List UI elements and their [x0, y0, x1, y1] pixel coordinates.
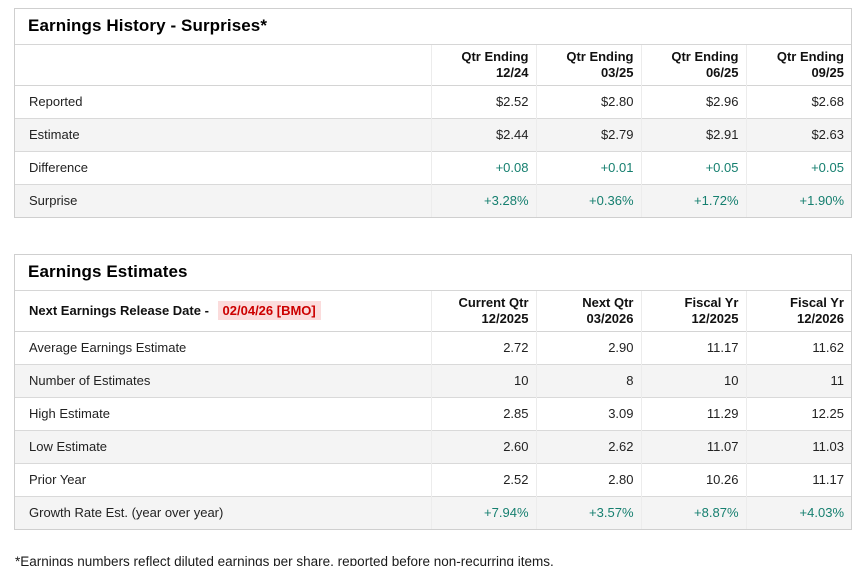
cell-value: 11.17	[745, 463, 851, 497]
column-header-line2: 12/2026	[797, 311, 844, 326]
column-header-line1: Qtr Ending	[566, 49, 634, 64]
release-date-label: Next Earnings Release Date -	[29, 303, 213, 318]
row-label: Difference	[29, 160, 89, 175]
estimates-column-header: Current Qtr 12/2025	[430, 291, 536, 332]
cell-value: 12.25	[745, 397, 851, 431]
cell-value: $2.52	[430, 85, 536, 119]
table-row-prior-year: Prior Year 2.52 2.80 10.26 11.17	[15, 463, 851, 497]
cell-value: 10	[640, 364, 746, 398]
cell-value: 2.62	[535, 430, 641, 464]
column-header-line2: 09/25	[811, 65, 844, 80]
column-header-line2: 12/24	[495, 65, 529, 80]
cell-value: 2.72	[430, 331, 536, 365]
cell-value: 11.62	[745, 331, 851, 365]
table-row-average-estimate: Average Earnings Estimate 2.72 2.90 11.1…	[15, 331, 851, 365]
row-label: Average Earnings Estimate	[29, 340, 187, 355]
cell-value: +0.01	[535, 151, 641, 185]
cell-value: 11.03	[745, 430, 851, 464]
cell-value: $2.80	[535, 85, 641, 119]
history-column-header: Qtr Ending 06/25	[640, 45, 746, 86]
row-label: Estimate	[29, 127, 80, 142]
column-header-line1: Next Qtr	[582, 295, 634, 310]
row-label: Prior Year	[29, 472, 87, 487]
cell-value: +3.57%	[535, 496, 641, 529]
table-row-surprise: Surprise +3.28% +0.36% +1.72% +1.90%	[15, 184, 851, 217]
cell-value: 2.52	[430, 463, 536, 497]
column-header-line1: Fiscal Yr	[790, 295, 844, 310]
cell-value: 10	[430, 364, 536, 398]
history-column-header: Qtr Ending 12/24	[430, 45, 536, 86]
cell-value: +3.28%	[430, 184, 536, 217]
cell-value: 8	[535, 364, 641, 398]
cell-value: 3.09	[535, 397, 641, 431]
cell-value: 11.29	[640, 397, 746, 431]
table-row-number-of-estimates: Number of Estimates 10 8 10 11	[15, 364, 851, 398]
cell-value: 2.85	[430, 397, 536, 431]
cell-value: 11.17	[640, 331, 746, 365]
cell-value: +1.90%	[745, 184, 851, 217]
release-date-value: 02/04/26 [BMO]	[217, 301, 321, 320]
history-header-row: Qtr Ending 12/24 Qtr Ending 03/25 Qtr En…	[15, 45, 851, 86]
earnings-estimates-title: Earnings Estimates	[15, 255, 851, 291]
row-label: Growth Rate Est. (year over year)	[29, 505, 224, 520]
table-row-low-estimate: Low Estimate 2.60 2.62 11.07 11.03	[15, 430, 851, 464]
table-row-reported: Reported $2.52 $2.80 $2.96 $2.68	[15, 85, 851, 119]
table-row-estimate: Estimate $2.44 $2.79 $2.91 $2.63	[15, 118, 851, 152]
table-row-growth-rate: Growth Rate Est. (year over year) +7.94%…	[15, 496, 851, 529]
row-label: Number of Estimates	[29, 373, 151, 388]
cell-value: $2.91	[640, 118, 746, 152]
cell-value: 11	[745, 364, 851, 398]
cell-value: +1.72%	[640, 184, 746, 217]
cell-value: +0.36%	[535, 184, 641, 217]
column-header-line2: 06/25	[705, 65, 739, 80]
earnings-estimates-table: Next Earnings Release Date - 02/04/26 [B…	[15, 291, 851, 529]
row-label: Surprise	[29, 193, 78, 208]
earnings-history-table: Qtr Ending 12/24 Qtr Ending 03/25 Qtr En…	[15, 45, 851, 217]
earnings-estimates-card: Earnings Estimates Next Earnings Release…	[14, 254, 852, 530]
table-row-difference: Difference +0.08 +0.01 +0.05 +0.05	[15, 151, 851, 185]
cell-value: +0.05	[640, 151, 746, 185]
table-row-high-estimate: High Estimate 2.85 3.09 11.29 12.25	[15, 397, 851, 431]
column-header-line2: 03/25	[600, 65, 634, 80]
column-header-line2: 03/2026	[586, 311, 634, 326]
row-label: Low Estimate	[29, 439, 108, 454]
row-label: High Estimate	[29, 406, 110, 421]
estimates-column-header: Next Qtr 03/2026	[535, 291, 641, 332]
history-column-header: Qtr Ending 09/25	[745, 45, 851, 86]
column-header-line2: 12/2025	[691, 311, 739, 326]
estimates-header-row: Next Earnings Release Date - 02/04/26 [B…	[15, 291, 851, 332]
cell-value: $2.68	[745, 85, 851, 119]
cell-value: +0.08	[430, 151, 536, 185]
estimates-column-header: Fiscal Yr 12/2026	[745, 291, 851, 332]
column-header-line1: Qtr Ending	[461, 49, 529, 64]
cell-value: $2.63	[745, 118, 851, 152]
cell-value: 11.07	[640, 430, 746, 464]
estimates-column-header: Fiscal Yr 12/2025	[640, 291, 746, 332]
cell-value: $2.79	[535, 118, 641, 152]
row-label: Reported	[29, 94, 83, 109]
cell-value: +7.94%	[430, 496, 536, 529]
cell-value: 2.80	[535, 463, 641, 497]
earnings-history-card: Earnings History - Surprises* Qtr Ending…	[14, 8, 852, 218]
next-earnings-release-cell: Next Earnings Release Date - 02/04/26 [B…	[15, 291, 431, 332]
cell-value: +8.87%	[640, 496, 746, 529]
history-header-empty-cell	[15, 45, 431, 86]
earnings-history-title: Earnings History - Surprises*	[15, 9, 851, 45]
cell-value: $2.96	[640, 85, 746, 119]
cell-value: +4.03%	[745, 496, 851, 529]
column-header-line1: Fiscal Yr	[684, 295, 739, 310]
earnings-footnote: *Earnings numbers reflect diluted earnin…	[15, 554, 554, 566]
column-header-line1: Qtr Ending	[776, 49, 844, 64]
section-gap	[14, 218, 853, 254]
column-header-line1: Qtr Ending	[671, 49, 739, 64]
cell-value: +0.05	[745, 151, 851, 185]
cell-value: 10.26	[640, 463, 746, 497]
cell-value: 2.90	[535, 331, 641, 365]
column-header-line2: 12/2025	[481, 311, 529, 326]
column-header-line1: Current Qtr	[458, 295, 529, 310]
cell-value: 2.60	[430, 430, 536, 464]
cell-value: $2.44	[430, 118, 536, 152]
history-column-header: Qtr Ending 03/25	[535, 45, 641, 86]
